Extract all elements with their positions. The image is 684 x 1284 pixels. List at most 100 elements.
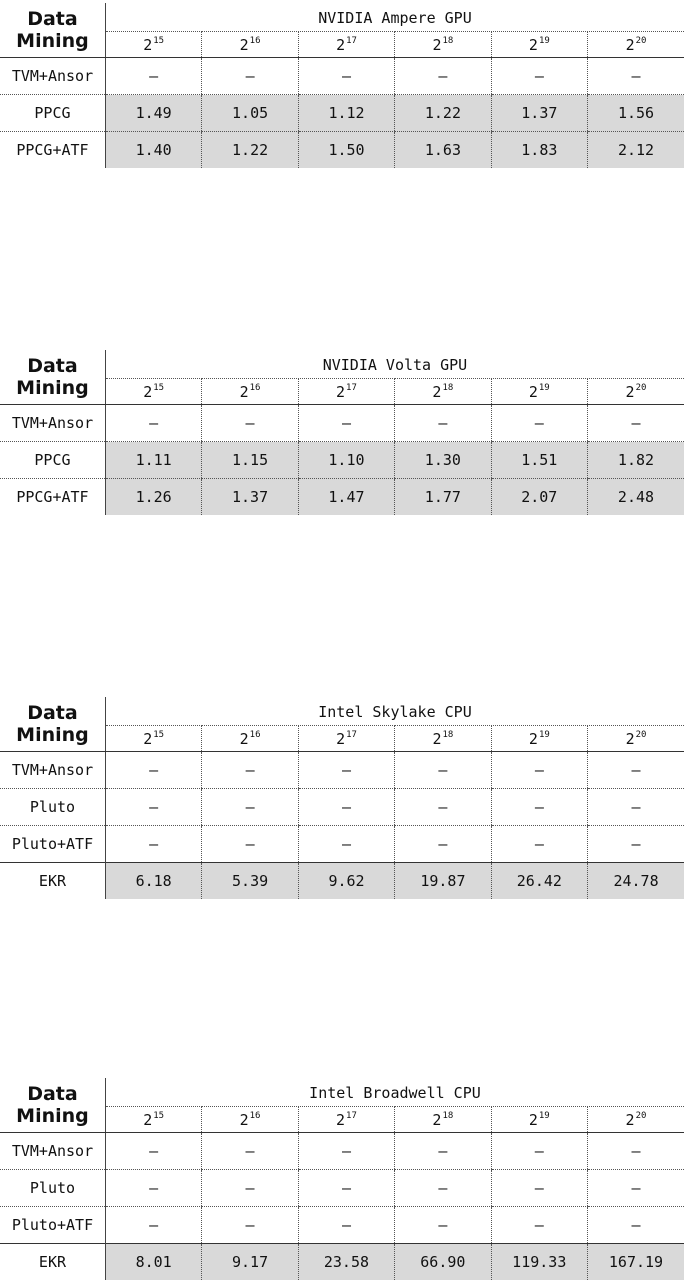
value-cell: – [201,1169,299,1207]
table-title: Intel Broadwell CPU [105,1078,684,1107]
corner-label: Data Mining [0,697,106,752]
column-header: 215 [105,1106,202,1133]
value-cell: – [297,404,395,442]
header-base: 2 [143,35,153,54]
column-header: 219 [490,378,588,405]
value-cell: 9.62 [297,862,395,899]
column-header: 218 [394,31,492,58]
header-exponent: 15 [153,35,165,46]
value-cell: – [201,404,299,442]
value-cell: – [586,1206,684,1244]
value-cell: – [587,825,684,863]
column-header: 216 [201,378,299,405]
value-cell: – [201,1132,299,1170]
table-row: PPCG+ATF 1.40 1.22 1.50 1.63 1.83 2.12 [0,131,684,168]
table-row: TVM+Ansor – – – – – – [0,57,684,95]
header-exponent: 15 [153,382,165,393]
speedup-table: Data Mining Intel Skylake CPU 215 216 217 218 2… [0,697,684,899]
value-cell: – [201,788,299,826]
value-cell: – [394,751,492,789]
row-label: TVM+Ansor [0,404,106,442]
value-cell: – [105,1169,202,1207]
row-label: EKR [0,862,106,899]
value-cell: – [586,1169,684,1207]
column-header: 217 [297,725,395,752]
value-cell: 1.50 [297,131,395,168]
value-cell: – [490,1132,588,1170]
corner-word: Data [27,355,78,377]
value-cell: – [587,751,684,789]
value-cell: 9.17 [201,1243,299,1280]
value-cell: 2.12 [587,131,684,168]
header-base: 2 [432,35,442,54]
column-header: 218 [394,725,492,752]
value-cell: 1.56 [587,94,684,132]
value-cell: – [297,788,395,826]
table-row: Pluto+ATF – – – – – – [0,825,684,863]
header-exponent: 15 [153,1110,165,1121]
value-cell: 1.82 [586,441,684,479]
value-cell: – [105,751,202,789]
value-cell: 1.30 [394,441,492,479]
value-cell: 1.37 [201,478,299,515]
header-base: 2 [625,382,635,401]
value-cell: – [105,825,202,863]
table-title: NVIDIA Volta GPU [105,350,684,379]
header-exponent: 17 [346,729,357,740]
title-row: Data Mining Intel Skylake CPU [0,697,684,752]
row-label: Pluto+ATF [0,825,106,863]
table-row: PPCG 1.49 1.05 1.12 1.22 1.37 1.56 [0,94,684,132]
column-header: 216 [201,725,299,752]
column-header: 217 [297,31,395,58]
table-title: Intel Skylake CPU [105,697,684,726]
corner-word: Mining [16,724,89,746]
corner-label: Data Mining [0,1078,106,1133]
header-base: 2 [239,1110,249,1129]
value-cell: 2.48 [586,478,684,515]
header-exponent: 16 [249,382,261,393]
header-exponent: 20 [635,35,647,46]
value-cell: – [105,788,202,826]
value-cell: – [586,1132,684,1170]
column-header: 219 [490,725,588,752]
value-cell: 1.22 [394,94,492,132]
value-cell: – [394,1206,492,1244]
header-exponent: 20 [635,1110,647,1121]
value-cell: 1.26 [105,478,202,515]
value-cell: – [394,1169,492,1207]
row-label: EKR [0,1243,106,1280]
column-header: 216 [201,31,299,58]
corner-word: Mining [16,30,89,52]
table-row: EKR 6.18 5.39 9.62 19.87 26.42 24.78 [0,862,684,899]
value-cell: 19.87 [394,862,492,899]
value-cell: – [490,57,588,95]
value-cell: – [394,57,492,95]
header-exponent: 16 [249,35,261,46]
value-cell: – [201,751,299,789]
table-row: TVM+Ansor – – – – – – [0,751,684,789]
column-header: 218 [394,378,492,405]
corner-word: Data [27,8,78,30]
value-cell: 1.10 [297,441,395,479]
row-label: TVM+Ansor [0,57,106,95]
value-cell: 2.07 [490,478,588,515]
value-cell: 1.83 [490,131,588,168]
header-base: 2 [432,729,442,748]
value-cell: – [587,57,684,95]
header-exponent: 19 [538,1110,550,1121]
value-cell: 1.37 [490,94,588,132]
corner-word: Mining [16,1105,89,1127]
value-cell: – [490,1206,588,1244]
size-header-row: 215 216 217 218 219 220 [0,1106,684,1133]
row-label: PPCG [0,441,106,479]
header-base: 2 [239,35,249,54]
header-exponent: 17 [346,35,357,46]
title-row: Data Mining Intel Broadwell CPU [0,1078,684,1133]
column-header: 220 [586,378,684,405]
value-cell: – [587,788,684,826]
corner-word: Data [27,1083,78,1105]
table-row: PPCG+ATF 1.26 1.37 1.47 1.77 2.07 2.48 [0,478,684,515]
column-header: 218 [394,1106,492,1133]
value-cell: 1.51 [490,441,588,479]
value-cell: 1.47 [297,478,395,515]
